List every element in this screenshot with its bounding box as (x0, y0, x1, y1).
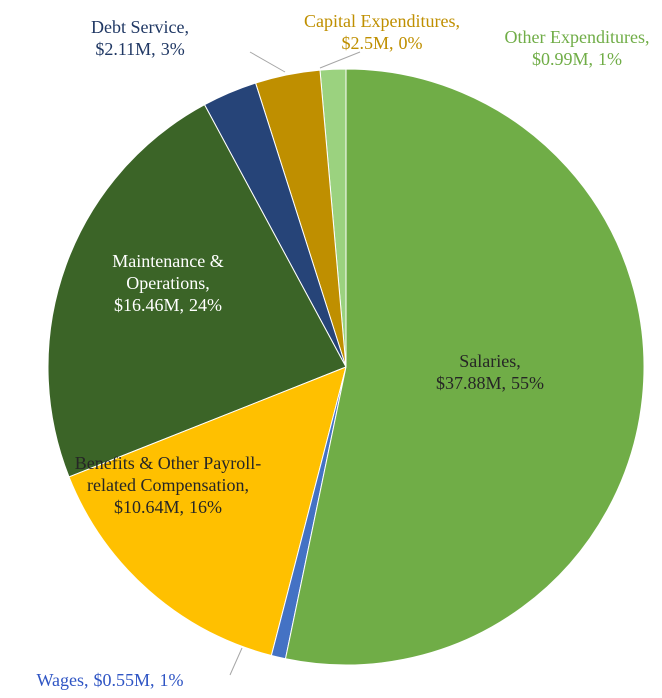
pie-slice (284, 68, 645, 666)
percent-label: 1% (159, 670, 184, 690)
leader-line (249, 51, 286, 73)
value-label: $2.5M, (341, 33, 394, 53)
value-label: $0.99M, (531, 49, 593, 69)
percent-label: 1% (598, 49, 623, 69)
value-label: $16.46M, (113, 295, 184, 315)
data-label: Benefits & Other Payroll-related Compens… (68, 452, 268, 518)
data-label: Other Expenditures, $0.99M, 1% (502, 26, 652, 70)
category-label: Wages, (36, 670, 89, 690)
data-label: Debt Service, $2.11M, 3% (65, 16, 215, 60)
value-label: $0.55M, (93, 670, 155, 690)
category-label: Salaries, (459, 351, 521, 371)
percent-label: 0% (398, 33, 423, 53)
pie-slice (47, 104, 347, 478)
leader-line (229, 647, 243, 676)
category-label: Benefits & Other Payroll-related Compens… (74, 453, 262, 495)
data-label: Maintenance & Operations, $16.46M, 24% (73, 250, 263, 316)
data-label: Wages, $0.55M, 1% (0, 669, 240, 691)
category-label: Maintenance & Operations, (112, 251, 224, 293)
percent-label: 16% (189, 497, 223, 517)
value-label: $10.64M, (113, 497, 184, 517)
value-label: $2.11M, (95, 39, 156, 59)
category-label: Capital Expenditures, (304, 11, 460, 31)
category-label: Other Expenditures, (504, 27, 650, 47)
category-label: Debt Service, (91, 17, 189, 37)
percent-label: 55% (511, 373, 545, 393)
percent-label: 3% (160, 39, 185, 59)
leader-line (319, 51, 361, 69)
percent-label: 24% (189, 295, 223, 315)
value-label: $37.88M, (435, 373, 506, 393)
data-label: Salaries, $37.88M, 55% (395, 350, 585, 394)
data-label: Capital Expenditures, $2.5M, 0% (272, 10, 492, 54)
pie-slice (68, 366, 347, 657)
